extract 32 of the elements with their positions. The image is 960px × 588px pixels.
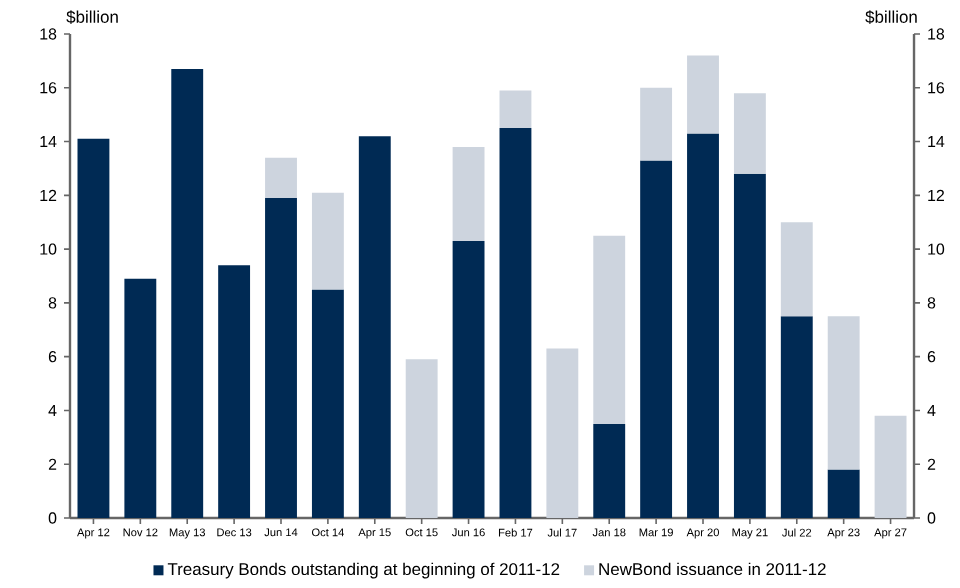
bar bbox=[827, 316, 860, 470]
bar bbox=[827, 469, 860, 518]
bar bbox=[687, 133, 719, 518]
bar bbox=[733, 173, 766, 518]
bar bbox=[546, 348, 579, 518]
bar bbox=[124, 278, 157, 518]
bar bbox=[452, 241, 485, 518]
y2-axis-title: $billion bbox=[865, 10, 917, 24]
bar bbox=[499, 90, 532, 129]
bar bbox=[640, 87, 673, 161]
bar bbox=[405, 359, 438, 518]
bar bbox=[874, 415, 907, 518]
bar bbox=[265, 198, 297, 518]
bar bbox=[171, 68, 204, 518]
bar bbox=[780, 222, 813, 317]
bar bbox=[687, 55, 719, 134]
bar bbox=[593, 423, 626, 518]
bar bbox=[452, 146, 485, 242]
y-axis-title: $billion bbox=[66, 10, 118, 24]
bar bbox=[593, 235, 626, 424]
bar bbox=[358, 136, 391, 518]
bar bbox=[77, 138, 110, 518]
legend-label: Treasury Bonds outstanding at beginning of 2011-12 bbox=[167, 562, 560, 579]
bar bbox=[733, 93, 766, 174]
bar bbox=[780, 316, 813, 518]
bar bbox=[640, 160, 673, 518]
legend-label: NewBond issuance in 2011-12 bbox=[599, 562, 826, 576]
bar bbox=[499, 128, 532, 518]
bar bbox=[218, 265, 251, 518]
bar bbox=[311, 289, 344, 518]
bar bbox=[311, 192, 344, 290]
bar bbox=[265, 157, 297, 199]
